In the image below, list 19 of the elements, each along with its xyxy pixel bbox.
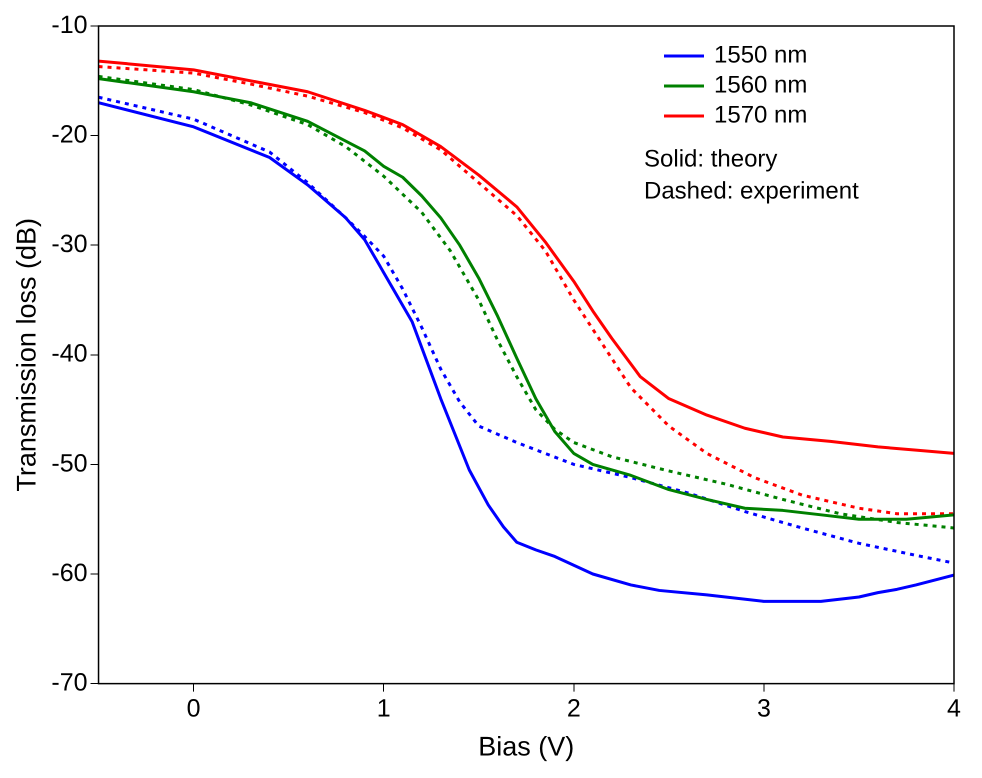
- legend-label: 1550 nm: [714, 42, 808, 69]
- y-tick-label: -10: [51, 10, 88, 39]
- x-tick-label: 2: [566, 694, 581, 722]
- y-tick-label: -30: [51, 230, 88, 258]
- x-tick-label: 3: [756, 694, 771, 722]
- x-tick-label: 4: [947, 694, 962, 722]
- y-tick-label: -70: [51, 668, 88, 696]
- y-tick-label: -60: [51, 558, 88, 587]
- annotation: Dashed: experiment: [644, 178, 860, 205]
- y-tick-label: -50: [51, 449, 88, 478]
- annotation: Solid: theory: [644, 146, 778, 173]
- legend-label: 1570 nm: [714, 102, 808, 129]
- y-tick-label: -40: [51, 340, 88, 368]
- legend-label: 1560 nm: [714, 72, 808, 99]
- x-tick-label: 1: [376, 694, 391, 722]
- x-tick-label: 0: [186, 694, 201, 722]
- x-axis-title: Bias (V): [478, 731, 574, 762]
- y-axis-title: Transmission loss (dB): [12, 218, 42, 492]
- y-tick-label: -20: [51, 120, 88, 148]
